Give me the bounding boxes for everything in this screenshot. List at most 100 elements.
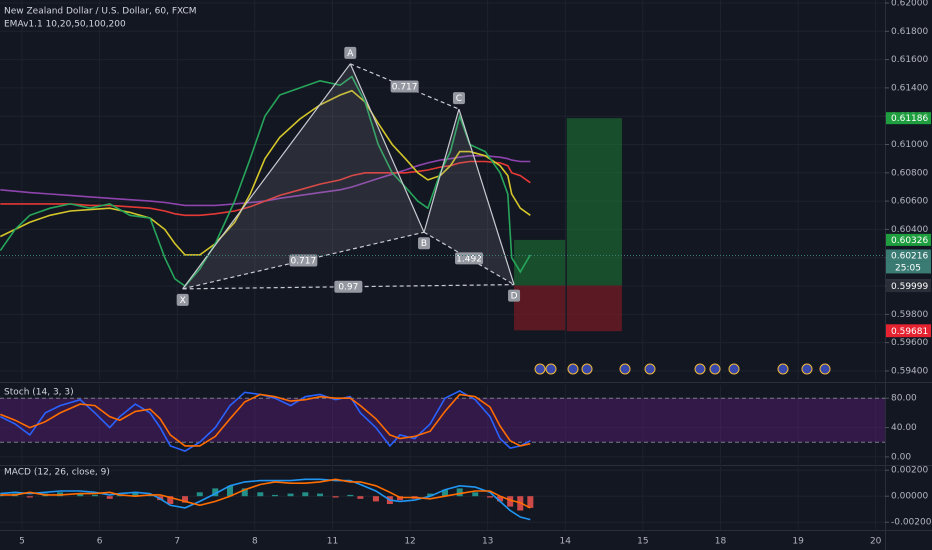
price-tag bbox=[886, 325, 931, 338]
countdown-box bbox=[886, 261, 931, 274]
y-tick-label: 0.59600 bbox=[891, 338, 928, 348]
histogram-bar bbox=[441, 489, 448, 497]
histogram-bar bbox=[357, 496, 364, 499]
ratio-box bbox=[289, 254, 318, 267]
loss-zone bbox=[514, 285, 566, 331]
y-tick-label: 0.00200 bbox=[891, 466, 928, 476]
y-tick-label: 0.61000 bbox=[891, 140, 928, 150]
histogram-bar bbox=[77, 493, 84, 497]
point-box bbox=[344, 46, 357, 59]
y-tick-label: 0.60800 bbox=[891, 168, 928, 178]
series-line bbox=[0, 389, 531, 452]
point-label: A bbox=[347, 49, 354, 59]
price-tag-label: 0.61186 bbox=[891, 114, 928, 124]
point-box bbox=[418, 237, 431, 250]
histogram-bar bbox=[372, 496, 379, 502]
series-line bbox=[0, 89, 531, 256]
x-tick-label: 6 bbox=[97, 537, 103, 547]
event-icon[interactable] bbox=[581, 363, 593, 375]
ratio-label: 0.717 bbox=[290, 257, 316, 267]
y-tick-label: 0.61800 bbox=[891, 27, 928, 37]
y-tick-label: 80.00 bbox=[891, 394, 917, 404]
histogram-bar bbox=[227, 485, 234, 497]
pattern-triangle bbox=[182, 63, 425, 289]
histogram-bar bbox=[132, 492, 139, 497]
y-tick-label: 40.00 bbox=[891, 423, 917, 433]
event-icon[interactable] bbox=[694, 363, 706, 375]
histogram-bar bbox=[182, 496, 189, 503]
event-icon[interactable] bbox=[709, 363, 721, 375]
price-tag-label: 0.59999 bbox=[891, 282, 928, 292]
event-icon[interactable] bbox=[644, 363, 656, 375]
macd-title: MACD (12, 26, close, 9) bbox=[4, 468, 110, 478]
histogram-bar bbox=[302, 492, 309, 497]
series-line bbox=[0, 478, 531, 509]
histogram-bar bbox=[317, 493, 324, 497]
histogram-bar bbox=[257, 492, 264, 497]
x-tick-label: 13 bbox=[482, 537, 493, 547]
event-icon[interactable] bbox=[801, 363, 813, 375]
price-tag bbox=[886, 233, 931, 246]
y-tick-label: -0.00200 bbox=[891, 518, 932, 528]
y-tick-label: 0.62000 bbox=[891, 0, 928, 8]
x-tick-label: 14 bbox=[560, 537, 572, 547]
price-tag-label: 0.59681 bbox=[891, 327, 928, 337]
histogram-bar bbox=[347, 494, 354, 497]
ratio-box bbox=[334, 280, 363, 293]
event-icon[interactable] bbox=[567, 363, 579, 375]
chart-title: New Zealand Dollar / U.S. Dollar, 60, FX… bbox=[4, 7, 197, 17]
event-icons bbox=[534, 363, 831, 375]
x-tick-label: 7 bbox=[174, 537, 180, 547]
x-tick-label: 18 bbox=[715, 537, 727, 547]
event-icon[interactable] bbox=[619, 363, 631, 375]
ratio-box bbox=[390, 80, 419, 93]
stoch-title: Stoch (14, 3, 3) bbox=[4, 388, 74, 398]
histogram-bar bbox=[106, 496, 113, 499]
ratio-label: 0.97 bbox=[338, 283, 358, 293]
y-tick-label: 0.61400 bbox=[891, 83, 928, 93]
event-icon[interactable] bbox=[534, 363, 546, 375]
event-icon[interactable] bbox=[728, 363, 740, 375]
event-icon[interactable] bbox=[819, 363, 831, 375]
histogram-bar bbox=[241, 488, 248, 497]
histogram-bar bbox=[167, 496, 174, 504]
x-tick-label: 5 bbox=[19, 537, 25, 547]
profit-zone bbox=[514, 239, 566, 286]
series-line bbox=[0, 393, 531, 447]
histogram-bar bbox=[507, 496, 514, 507]
ratio-label: 0.717 bbox=[392, 82, 418, 92]
countdown: 25:05 bbox=[895, 263, 921, 273]
point-label: D bbox=[511, 292, 518, 302]
y-tick-label: 0.60600 bbox=[891, 197, 928, 207]
pattern-leg bbox=[423, 108, 460, 233]
event-icon[interactable] bbox=[777, 363, 789, 375]
price-tag bbox=[886, 280, 931, 293]
pattern-leg bbox=[182, 284, 515, 290]
y-tick-label: 0.59400 bbox=[891, 366, 928, 376]
x-tick-label: 12 bbox=[404, 537, 415, 547]
indicator-label: EMAv1.1 10,20,50,100,200 bbox=[4, 20, 126, 30]
histogram-bar bbox=[196, 492, 203, 497]
series-line bbox=[0, 155, 531, 207]
pattern-leg bbox=[182, 63, 351, 290]
point-label: X bbox=[180, 296, 186, 306]
x-tick-label: 15 bbox=[637, 537, 648, 547]
histogram-bar bbox=[427, 493, 434, 497]
profit-zone bbox=[566, 118, 622, 286]
point-box bbox=[176, 293, 189, 306]
histogram-bar bbox=[272, 494, 279, 497]
histogram-bar bbox=[486, 496, 493, 498]
histogram-bar bbox=[287, 493, 294, 497]
histogram-bar bbox=[527, 496, 534, 508]
y-tick-label: 0.00 bbox=[891, 452, 911, 462]
histogram-bar bbox=[456, 488, 463, 497]
y-tick-label: 0.00000 bbox=[891, 492, 928, 502]
histogram-bar bbox=[472, 492, 479, 497]
x-tick-label: 20 bbox=[870, 537, 882, 547]
y-tick-label: 0.61600 bbox=[891, 55, 928, 65]
x-tick-label: 11 bbox=[327, 537, 338, 547]
event-icon[interactable] bbox=[545, 363, 557, 375]
x-tick-label: 19 bbox=[792, 537, 804, 547]
